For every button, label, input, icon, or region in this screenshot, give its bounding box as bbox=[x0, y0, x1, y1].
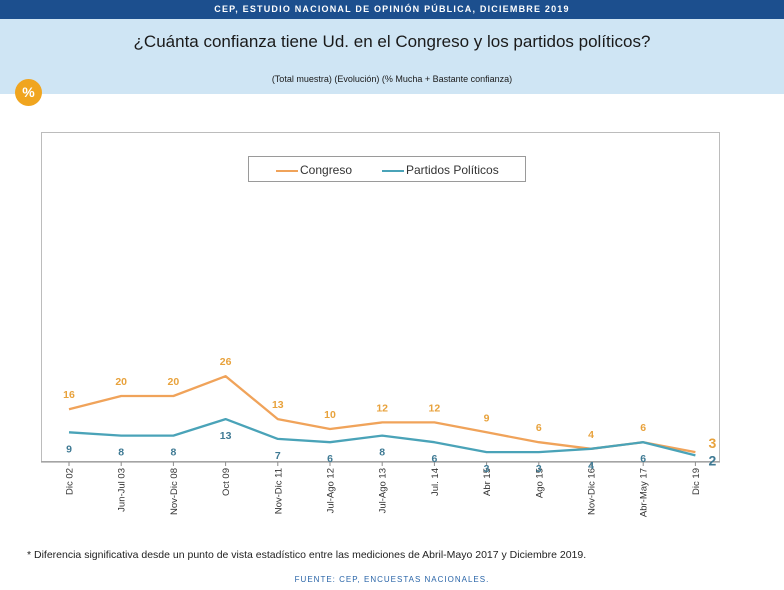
data-label-congreso: 9 bbox=[484, 412, 490, 424]
x-tick-label: Nov-Dic 11 bbox=[273, 468, 284, 514]
legend-item-partidos: Partidos Políticos bbox=[382, 163, 499, 177]
x-tick-label: Jun-Jul 03 bbox=[117, 468, 128, 512]
x-tick-label: Jul-Ago 12 bbox=[326, 468, 337, 513]
title-panel: ¿Cuánta confianza tiene Ud. en el Congre… bbox=[0, 19, 784, 94]
x-tick-label: Jul-Ago 13 bbox=[378, 468, 389, 513]
x-tick-label: Ago 15 bbox=[534, 468, 545, 498]
data-label-partidos: 8 bbox=[118, 447, 124, 459]
data-label-partidos: 13 bbox=[220, 430, 232, 442]
data-label-partidos: 4 bbox=[588, 460, 594, 472]
x-tick-label: Abr-May 17 bbox=[639, 468, 650, 517]
data-label-congreso: 3 bbox=[709, 435, 717, 451]
x-tick-label: Nov-Dic 08 bbox=[169, 468, 180, 515]
legend-label-partidos: Partidos Políticos bbox=[406, 163, 499, 177]
data-label-congreso: 6 bbox=[640, 422, 646, 434]
x-tick-label: Abr 15 bbox=[482, 468, 493, 496]
data-label-congreso: 12 bbox=[429, 402, 441, 414]
legend-swatch-congreso bbox=[276, 169, 298, 172]
legend-swatch-partidos bbox=[382, 169, 404, 172]
data-label-congreso: 13 bbox=[272, 399, 284, 411]
x-tick-label: Nov-Dic 16 bbox=[587, 468, 598, 515]
x-tick-label: Jul. 14 bbox=[430, 468, 441, 496]
legend-item-congreso: Congreso bbox=[276, 163, 352, 177]
data-label-partidos: 3 bbox=[536, 463, 542, 475]
line-chart: Dic 02 Jun-Jul 03 Nov-Dic 08 Oct 09 Nov-Dic … bbox=[41, 356, 720, 517]
percent-badge-icon: % bbox=[15, 79, 42, 106]
series-line-partidos bbox=[68, 417, 696, 457]
data-label-partidos: 2 bbox=[709, 452, 717, 468]
data-label-congreso: 6 bbox=[536, 422, 542, 434]
data-label-congreso: 10 bbox=[324, 409, 336, 421]
data-label-partidos: 6 bbox=[640, 453, 646, 465]
data-label-congreso: 20 bbox=[115, 376, 127, 388]
banner-text: CEP, ESTUDIO NACIONAL DE OPINIÓN PÚBLICA… bbox=[214, 4, 570, 14]
x-tick-label: Dic 19 bbox=[691, 468, 702, 495]
top-banner: CEP, ESTUDIO NACIONAL DE OPINIÓN PÚBLICA… bbox=[0, 0, 784, 19]
data-label-congreso: 16 bbox=[63, 389, 75, 401]
x-tick-label: Oct 09 bbox=[221, 468, 232, 496]
x-tick-label: Dic 02 bbox=[65, 468, 76, 495]
chart-legend: Congreso Partidos Políticos bbox=[248, 156, 526, 182]
data-label-congreso: 4 bbox=[588, 429, 594, 441]
data-label-congreso: 20 bbox=[168, 376, 180, 388]
data-label-partidos: 8 bbox=[170, 447, 176, 459]
legend-label-congreso: Congreso bbox=[300, 163, 353, 177]
data-label-partidos: 3 bbox=[484, 463, 490, 475]
chart-subtitle: (Total muestra) (Evolución) (% Mucha + B… bbox=[271, 74, 513, 84]
data-label-congreso: 26 bbox=[220, 356, 232, 368]
data-label-partidos: 7 bbox=[275, 450, 281, 462]
source-note: FUENTE: CEP, ENCUESTAS NACIONALES. bbox=[294, 575, 490, 584]
data-label-partidos: 6 bbox=[431, 453, 437, 465]
question-title: ¿Cuánta confianza tiene Ud. en el Congre… bbox=[133, 32, 651, 51]
data-label-partidos: 8 bbox=[379, 447, 385, 459]
footnote: * Diferencia significativa desde un punt… bbox=[27, 549, 587, 561]
data-label-congreso: 12 bbox=[376, 402, 388, 414]
data-label-partidos: 6 bbox=[327, 453, 333, 465]
data-label-partidos: 9 bbox=[66, 443, 72, 455]
